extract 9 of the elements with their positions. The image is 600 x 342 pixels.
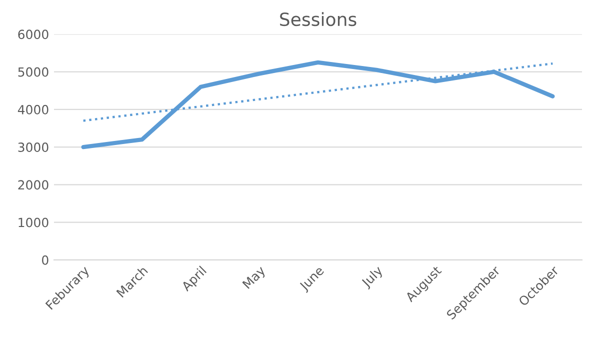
y-tick-label: 2000 [18,180,48,190]
line-series [81,60,555,150]
y-tick-label: 3000 [18,142,48,152]
y-tick-label: 0 [42,255,48,265]
chart-title: Sessions [280,12,356,26]
y-tick-label: 1000 [18,218,48,228]
y-tick-label: 5000 [18,67,48,77]
y-tick-label: 6000 [18,30,48,40]
y-tick-label: 4000 [18,104,48,114]
